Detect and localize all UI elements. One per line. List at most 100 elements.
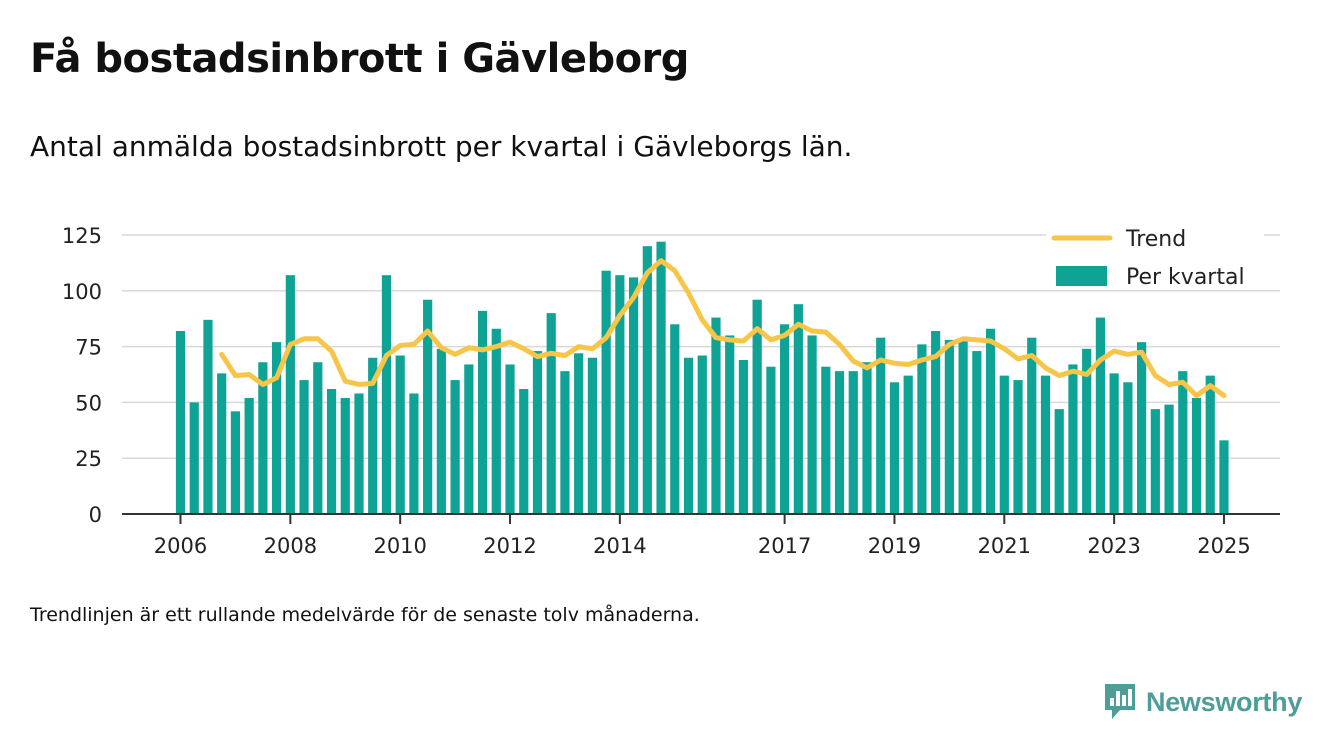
bar: [697, 355, 707, 514]
y-tick-label: 100: [62, 280, 102, 304]
bar: [1109, 373, 1119, 514]
bar: [546, 313, 556, 514]
bar: [1040, 375, 1051, 514]
bar: [999, 375, 1009, 514]
bar: [340, 397, 350, 514]
bar: [1054, 409, 1064, 514]
bar: [230, 411, 241, 514]
legend: Trend Per kvartal: [1046, 226, 1264, 290]
bar: [175, 330, 186, 514]
bar: [711, 317, 721, 514]
bar: [834, 371, 845, 514]
brand-name: Newsworthy: [1146, 686, 1303, 717]
x-tick-label: 2008: [264, 534, 317, 558]
bar: [1205, 375, 1215, 514]
bar: [436, 348, 446, 514]
bar: [423, 299, 433, 514]
bar: [395, 355, 405, 514]
bar: [725, 335, 735, 514]
bar: [670, 324, 680, 514]
trend-series: [219, 258, 1227, 399]
bar: [628, 277, 639, 514]
bar: [752, 299, 762, 514]
y-axis-ticks: 0 25 50 75 100 125: [62, 224, 102, 527]
bar: [656, 241, 666, 515]
bar: [848, 371, 858, 514]
bar: [532, 351, 543, 514]
x-tick-label: 2023: [1087, 534, 1140, 558]
bar: [203, 319, 213, 514]
bar: [683, 357, 694, 514]
bar: [285, 275, 295, 514]
bar: [272, 342, 282, 514]
x-tick-label: 2012: [483, 534, 536, 558]
bar: [574, 353, 584, 514]
bar: [258, 362, 268, 514]
bar: [244, 397, 254, 514]
bar: [368, 357, 378, 514]
bar: [1164, 404, 1174, 514]
legend-bar-swatch: [1056, 266, 1107, 286]
x-tick-label: 2006: [154, 534, 207, 558]
x-tick-label: 2019: [868, 534, 921, 558]
bar: [1191, 397, 1202, 514]
chart-subtitle: Antal anmälda bostadsinbrott per kvartal…: [30, 130, 853, 163]
y-tick-label: 0: [89, 503, 102, 527]
bar: [381, 275, 392, 514]
trend-line: [219, 258, 1227, 399]
bar: [1013, 380, 1023, 514]
bar: [889, 382, 900, 514]
x-tick-label: 2021: [978, 534, 1031, 558]
x-tick-label: 2025: [1197, 534, 1250, 558]
bar: [313, 362, 323, 514]
bar: [587, 357, 597, 514]
bar: [738, 359, 749, 514]
bar: [807, 335, 817, 514]
bar: [972, 351, 982, 514]
bar: [958, 339, 968, 514]
bar: [1137, 342, 1147, 514]
legend-trend-label: Trend: [1125, 227, 1186, 252]
y-tick-label: 125: [62, 224, 102, 248]
x-tick-label: 2014: [593, 534, 646, 558]
bar: [1095, 317, 1106, 514]
y-tick-label: 75: [75, 336, 102, 360]
bar: [505, 364, 515, 514]
bar: [1082, 348, 1092, 514]
bar: [917, 344, 927, 514]
bar: [876, 337, 886, 514]
bar: [1150, 409, 1160, 514]
bar: [1178, 371, 1188, 514]
x-axis-ticks: 2006 2008 2010 2012 2014 2017 2019 2021 2023 2025: [154, 514, 1251, 558]
bar: [944, 339, 954, 514]
brand-logo[interactable]: Newsworthy: [1102, 682, 1302, 722]
bar: [780, 324, 790, 514]
bar: [450, 380, 460, 514]
chart-footnote: Trendlinjen är ett rullande medelvärde f…: [30, 604, 700, 626]
bar: [464, 364, 474, 514]
bar: [1027, 337, 1037, 514]
bar: [821, 366, 831, 514]
bar-series: [175, 241, 1229, 515]
y-tick-label: 50: [75, 391, 102, 415]
x-tick-label: 2010: [373, 534, 426, 558]
bar: [519, 389, 529, 514]
bar: [326, 389, 337, 514]
bar: [862, 362, 872, 514]
bar: [903, 375, 913, 514]
legend-bar-label: Per kvartal: [1126, 265, 1245, 290]
bar: [354, 393, 364, 514]
y-tick-label: 25: [75, 447, 102, 471]
newsworthy-logo-icon: [1105, 684, 1135, 719]
bar: [766, 366, 776, 514]
bar: [189, 402, 199, 514]
bar: [985, 328, 996, 514]
bar: [615, 275, 625, 514]
bar: [931, 330, 941, 514]
bar: [793, 304, 803, 514]
bar: [217, 373, 227, 514]
bar: [491, 328, 501, 514]
bar: [601, 270, 611, 514]
bar: [1068, 364, 1078, 514]
